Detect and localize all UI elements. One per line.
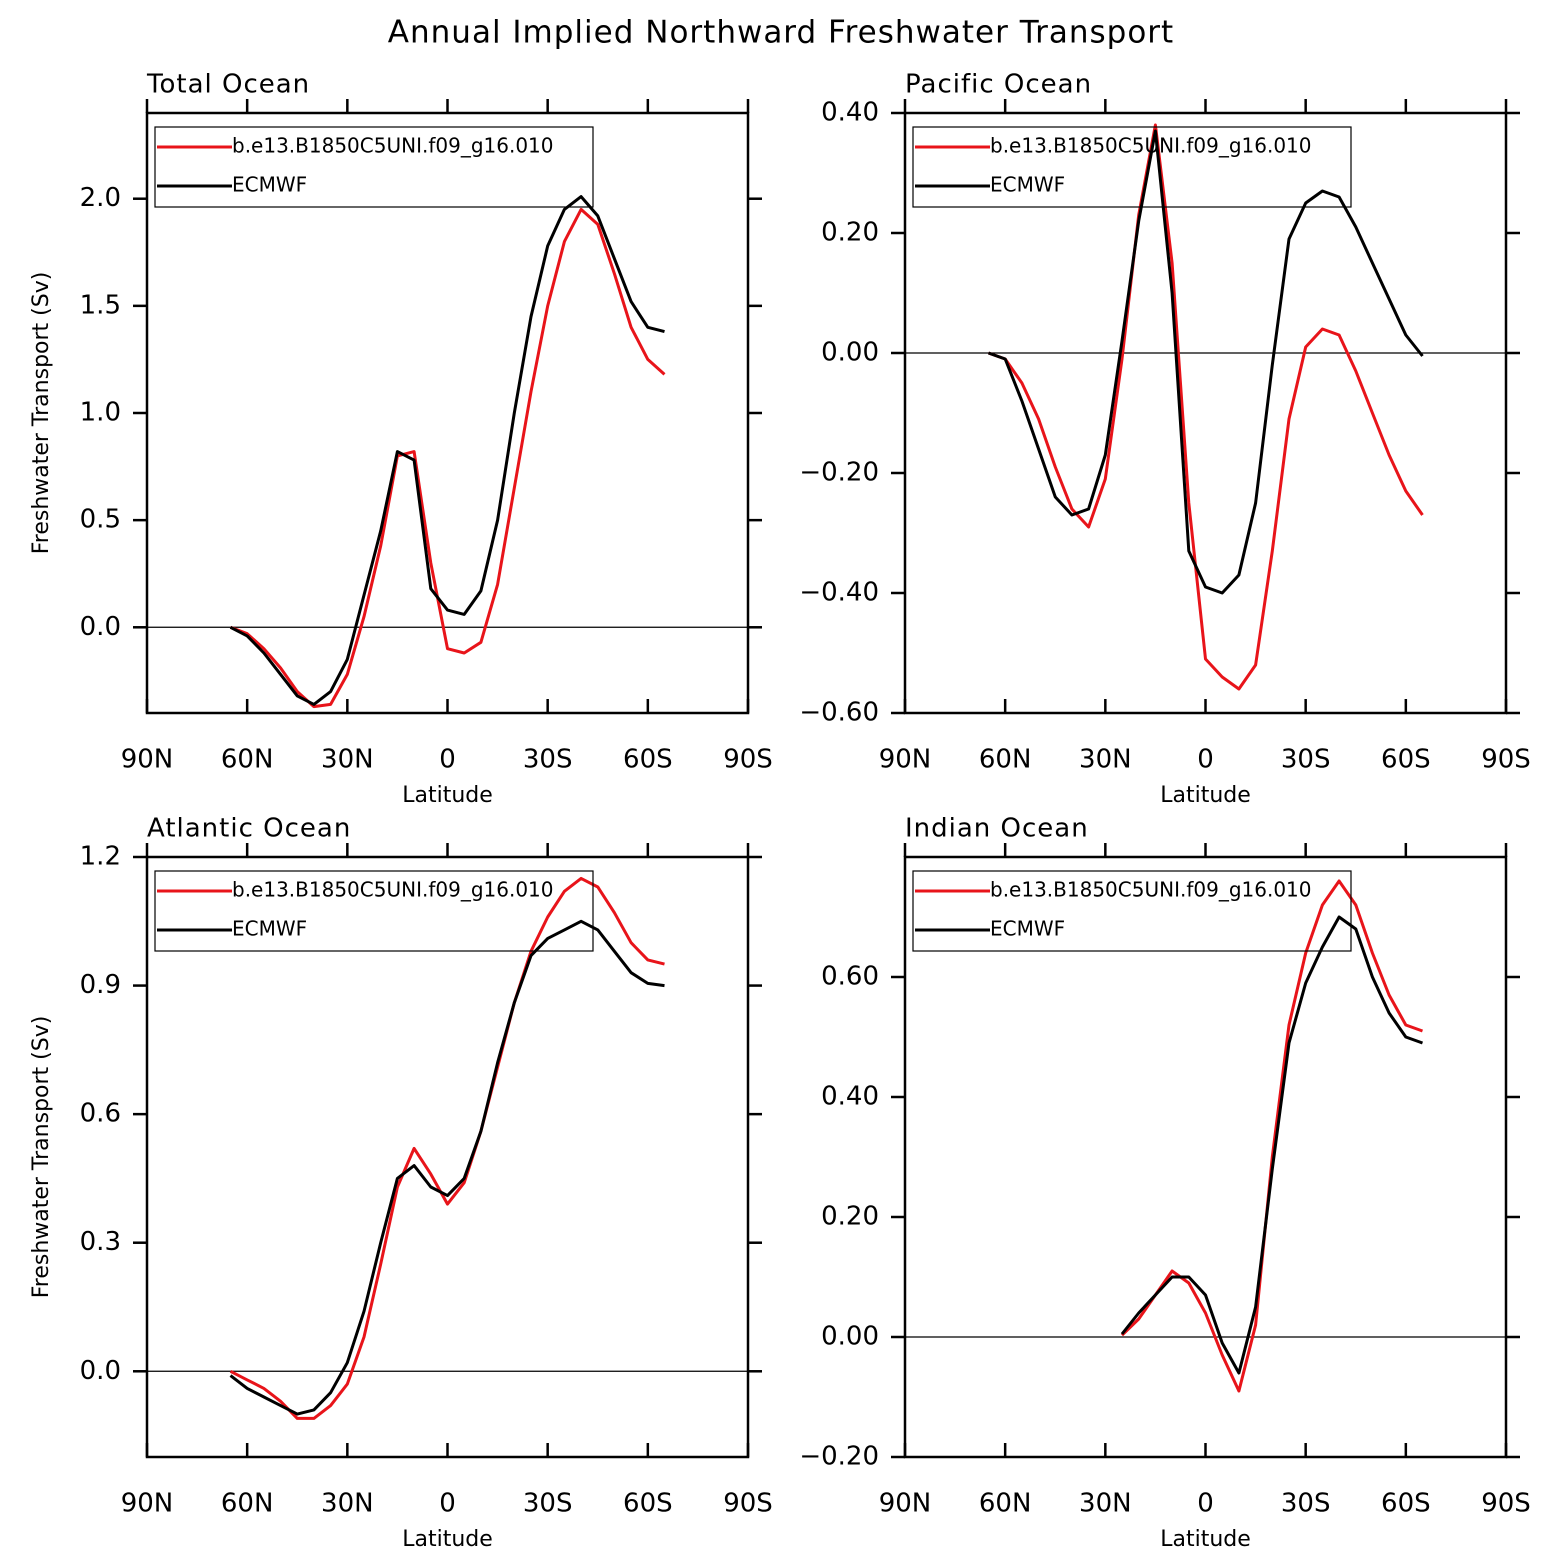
y-tick-label: −0.20	[799, 458, 879, 488]
legend-box	[912, 126, 1352, 208]
x-axis-label: Latitude	[402, 1527, 493, 1552]
x-tick-label: 30S	[1281, 1489, 1331, 1519]
series-line	[987, 123, 1424, 691]
x-tick-label: 60N	[979, 745, 1032, 775]
y-axis-label: Freshwater Transport (Sv)	[29, 1016, 54, 1299]
y-tick-label: 2.0	[80, 183, 121, 213]
y-tick-label: 0.00	[821, 338, 879, 368]
legend-label: b.e13.B1850C5UNI.f09_g16.010	[990, 878, 1312, 902]
series-line	[229, 207, 666, 709]
legend-label: ECMWF	[990, 917, 1065, 941]
y-tick-label: 1.0	[80, 398, 121, 428]
x-tick-label: 0	[1197, 745, 1214, 775]
y-tick-label: 0.40	[821, 1082, 879, 1112]
y-tick-label: 0.20	[821, 218, 879, 248]
x-tick-label: 90N	[121, 745, 174, 775]
x-tick-label: 90S	[723, 1489, 773, 1519]
x-tick-label: 0	[1197, 1489, 1214, 1519]
x-tick-label: 90S	[723, 745, 773, 775]
y-tick-label: 0.60	[821, 962, 879, 992]
legend-box	[912, 870, 1352, 952]
series-line	[229, 876, 665, 1420]
x-tick-label: 60N	[221, 745, 274, 775]
y-tick-label: −0.20	[799, 1442, 879, 1472]
x-tick-label: 0	[439, 1489, 456, 1519]
panel: Atlantic Ocean Latitude Freshwater Transpo…	[29, 814, 773, 1553]
x-tick-label: 30S	[1281, 745, 1331, 775]
x-tick-label: 60S	[1381, 1489, 1431, 1519]
y-tick-label: 0.0	[80, 1356, 121, 1386]
x-tick-label: 90N	[121, 1489, 174, 1519]
y-tick-label: 0.9	[80, 970, 121, 1000]
legend-label: ECMWF	[990, 173, 1065, 197]
x-tick-label: 30S	[523, 745, 573, 775]
panel: Indian Ocean Latitude 90N 60N 30N 0 30S 60S 90S −…	[799, 814, 1530, 1553]
y-tick-label: 1.2	[80, 842, 121, 872]
panel-title: Pacific Ocean	[905, 70, 1092, 100]
x-tick-label: 30N	[321, 745, 374, 775]
plot-frame	[903, 855, 1508, 1459]
x-tick-label: 60N	[221, 1489, 274, 1519]
x-tick-label: 30N	[1079, 1489, 1132, 1519]
y-tick-label: −0.60	[799, 698, 879, 728]
x-tick-label: 0	[439, 745, 456, 775]
x-axis-label: Latitude	[1160, 1527, 1251, 1552]
x-tick-label: 90S	[1481, 1489, 1531, 1519]
x-tick-label: 30N	[321, 1489, 374, 1519]
legend-label: b.e13.B1850C5UNI.f09_g16.010	[990, 134, 1312, 158]
legend-box	[154, 126, 594, 208]
y-tick-label: 0.5	[80, 505, 121, 535]
x-tick-label: 30N	[1079, 745, 1132, 775]
x-tick-label: 60S	[1381, 745, 1431, 775]
x-axis-label: Latitude	[402, 783, 493, 808]
y-tick-label: 0.00	[821, 1322, 879, 1352]
y-tick-label: 0.0	[80, 612, 121, 642]
x-axis-label: Latitude	[1160, 783, 1251, 808]
plot-frame	[145, 855, 750, 1459]
y-tick-label: −0.40	[799, 578, 879, 608]
y-axis-label: Freshwater Transport (Sv)	[29, 272, 54, 555]
series-line	[229, 919, 665, 1416]
y-tick-label: 0.40	[821, 98, 879, 128]
y-tick-label: 0.20	[821, 1202, 879, 1232]
plot-frame	[145, 111, 750, 715]
legend-label: ECMWF	[232, 917, 307, 941]
panel: Total Ocean Latitude Freshwater Transport …	[29, 70, 773, 809]
series-line	[229, 195, 665, 706]
x-tick-label: 60S	[623, 745, 673, 775]
y-tick-label: 0.6	[80, 1099, 121, 1129]
y-tick-label: 1.5	[80, 290, 121, 320]
panel: Pacific Ocean Latitude 90N 60N 30N 0 30S 60S 90S…	[799, 70, 1530, 809]
x-tick-label: 60N	[979, 1489, 1032, 1519]
x-tick-label: 60S	[623, 1489, 673, 1519]
plot-frame	[903, 111, 1508, 715]
x-tick-label: 90S	[1481, 745, 1531, 775]
legend-box	[154, 870, 594, 952]
legend-label: b.e13.B1850C5UNI.f09_g16.010	[232, 878, 554, 902]
series-line	[987, 129, 1424, 595]
legend-label: ECMWF	[232, 173, 307, 197]
series-line	[1120, 879, 1424, 1393]
figure-title: Annual Implied Northward Freshwater Tran…	[388, 15, 1174, 51]
series-line	[1120, 915, 1424, 1375]
y-tick-label: 0.3	[80, 1227, 121, 1257]
panel-title: Indian Ocean	[905, 814, 1089, 844]
x-tick-label: 90N	[879, 1489, 932, 1519]
panel-title: Atlantic Ocean	[147, 814, 351, 844]
legend-label: b.e13.B1850C5UNI.f09_g16.010	[232, 134, 554, 158]
x-tick-label: 90N	[879, 745, 932, 775]
x-tick-label: 30S	[523, 1489, 573, 1519]
panel-title: Total Ocean	[146, 70, 310, 100]
